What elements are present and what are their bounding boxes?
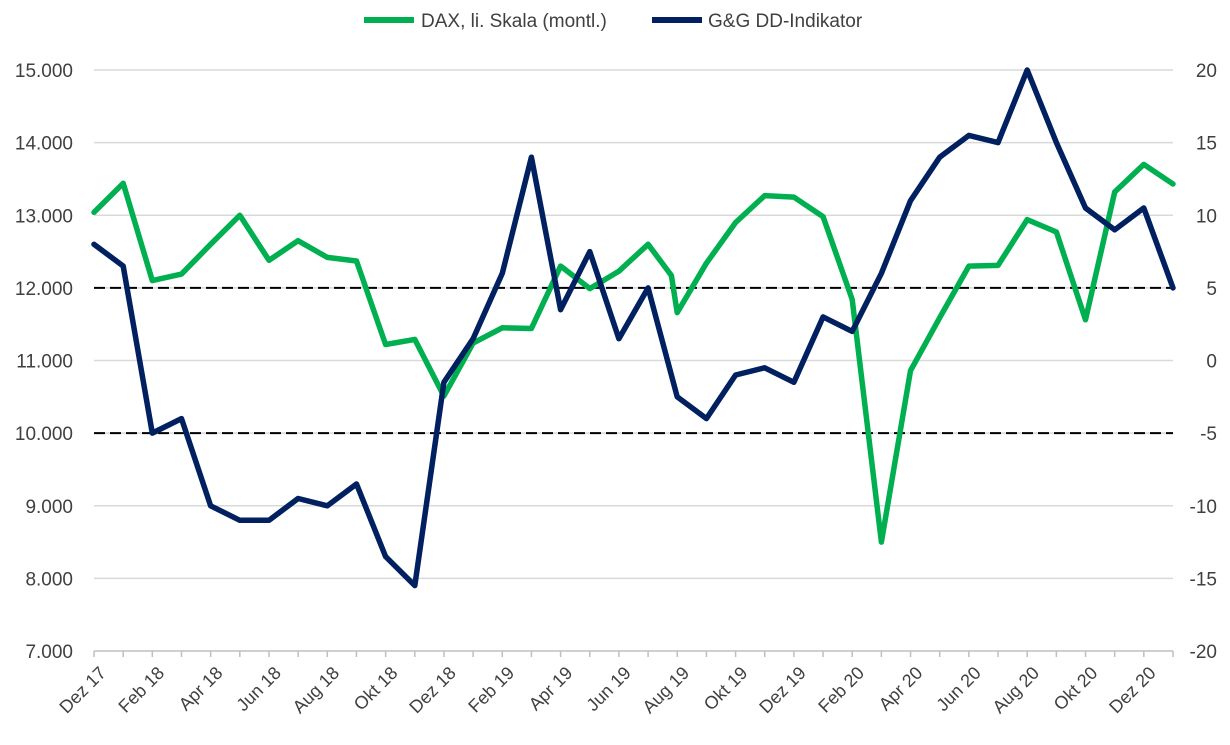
y-right-tick-label: 10: [1196, 206, 1217, 227]
y-right-tick-label: -10: [1190, 497, 1217, 518]
y-left-tick-label: 11.000: [16, 352, 73, 373]
y-right-tick-label: 0: [1206, 352, 1217, 373]
y-right-tick-label: 5: [1206, 279, 1217, 300]
y-right-tick-label: -15: [1190, 569, 1217, 590]
x-tick-label: Apr 20: [875, 663, 927, 715]
y-left-tick-label: 12.000: [15, 279, 73, 300]
y-right-tick-label: -20: [1190, 642, 1217, 663]
legend: DAX, li. Skala (montl.) G&G DD-Indikator: [364, 11, 863, 32]
x-tick-label: Dez 18: [405, 663, 459, 717]
x-tick-label: Aug 18: [289, 663, 343, 717]
series-line-dax: [91, 161, 1176, 545]
x-tick-label: Okt 19: [700, 663, 752, 715]
y-right-tick-label: 20: [1196, 61, 1217, 82]
x-tick-label: Okt 18: [350, 663, 402, 715]
y-axis-left-ticks: 7.000 8.000 9.000 10.000 11.000 12.000 13.000 1…: [15, 61, 73, 663]
series-line-indicator: [91, 67, 1176, 589]
y-left-tick-label: 7.000: [25, 642, 73, 663]
x-tick-label: Feb 20: [814, 663, 868, 717]
y-left-tick-label: 9.000: [25, 497, 73, 518]
legend-label-dax: DAX, li. Skala (montl.): [421, 11, 607, 32]
x-tick-label: Apr 19: [525, 663, 577, 715]
y-left-tick-label: 8.000: [25, 569, 73, 590]
y-left-tick-label: 15.000: [15, 61, 73, 82]
x-tick-label: Jun 19: [582, 663, 634, 715]
x-tick-label: Aug 20: [989, 663, 1043, 717]
legend-label-indicator: G&G DD-Indikator: [708, 11, 863, 32]
y-left-tick-label: 14.000: [15, 134, 73, 155]
x-axis-ticks: Dez 17 Feb 18 Apr 18 Jun 18 Aug 18 Okt 18 Dez …: [55, 663, 1159, 717]
x-tick-label: Apr 18: [175, 663, 227, 715]
y-axis-right-ticks: -20 -15 -10 -5 0 5 10 15 20: [1190, 61, 1217, 663]
x-tick-label: Feb 18: [114, 663, 168, 717]
reference-lines: [94, 286, 1173, 435]
x-tick-label: Feb 19: [464, 663, 518, 717]
x-tick-label: Dez 17: [55, 663, 109, 717]
y-right-tick-label: 15: [1196, 134, 1217, 155]
x-tick-label: Aug 19: [639, 663, 693, 717]
y-right-tick-label: -5: [1200, 424, 1217, 445]
x-tick-label: Jun 20: [932, 663, 984, 715]
axes: [93, 650, 1174, 657]
gridlines: [94, 69, 1173, 580]
x-tick-label: Dez 20: [1105, 663, 1159, 717]
x-tick-label: Dez 19: [755, 663, 809, 717]
y-left-tick-label: 10.000: [15, 424, 73, 445]
x-tick-label: Jun 18: [232, 663, 284, 715]
series-lines: [91, 67, 1176, 589]
x-tick-label: Okt 20: [1050, 663, 1102, 715]
y-left-tick-label: 13.000: [15, 206, 73, 227]
